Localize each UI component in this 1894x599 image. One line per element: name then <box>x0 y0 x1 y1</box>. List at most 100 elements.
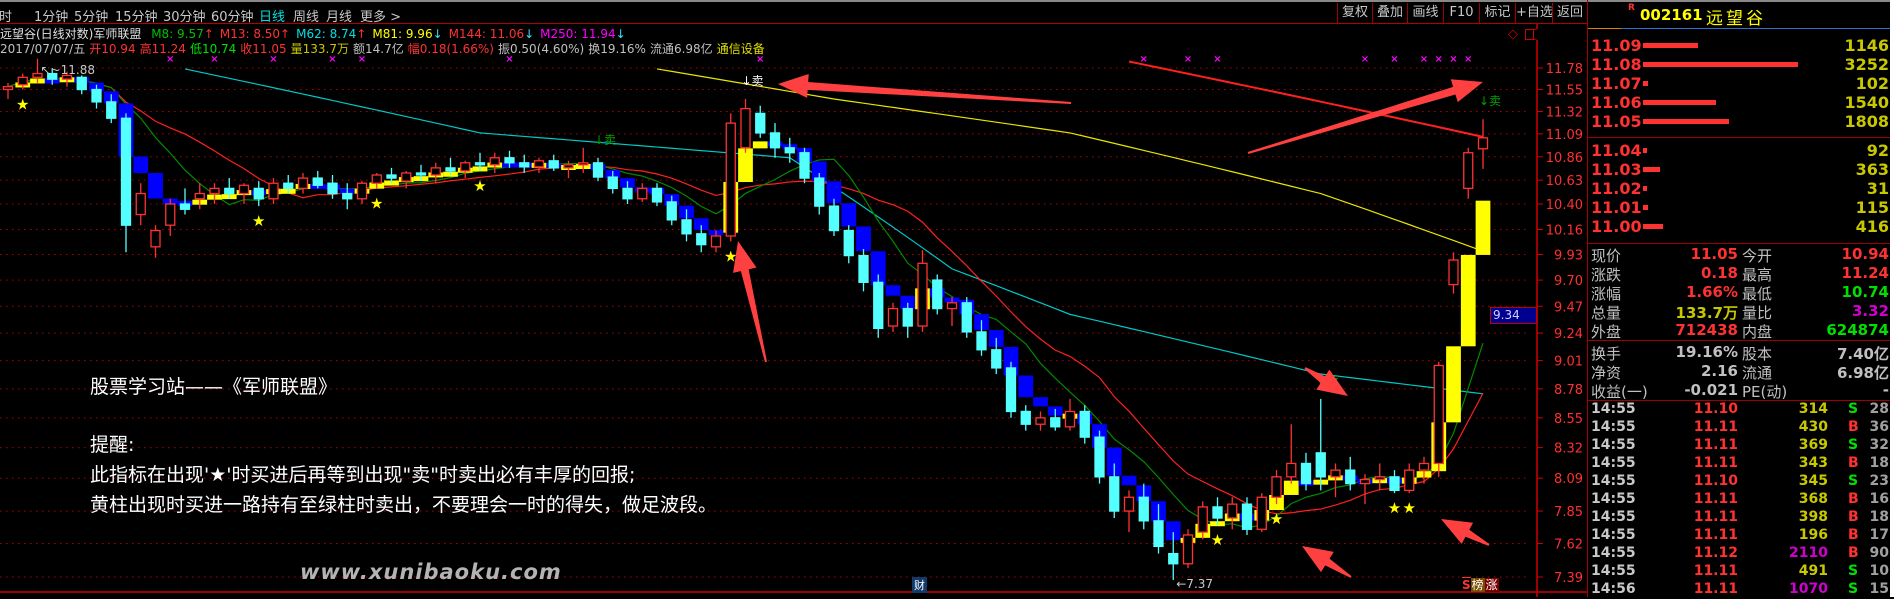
candle-body <box>2 86 14 91</box>
candle-body <box>696 233 707 246</box>
stat-value: 10.74 <box>1841 283 1889 301</box>
ask-row[interactable]: 11.06 1540 <box>1588 93 1891 112</box>
x-marker-icon: × <box>1213 54 1221 65</box>
candle-body <box>1433 364 1444 465</box>
stat-label: 内盘 <box>1742 323 1773 341</box>
toolbar-button[interactable]: 标记 <box>1479 3 1515 23</box>
signal-band-block <box>1460 254 1476 347</box>
candle-body <box>1064 410 1076 428</box>
ranking-badge[interactable]: S榜涨 <box>1462 576 1499 593</box>
period-tab[interactable]: 60分钟 <box>211 10 254 25</box>
signal-band-block <box>1446 346 1461 423</box>
candle-body <box>1359 478 1371 485</box>
quote-panel: R 002161 远望谷 11.09 1146 11.08 3252 11.07 102 1… <box>1587 0 1891 597</box>
trade-count: 15 <box>1869 581 1889 597</box>
signal-band-block <box>1106 447 1122 476</box>
trade-time: 14:55 <box>1591 527 1636 543</box>
bid-ask-divider <box>1588 137 1891 138</box>
stat-value: 0.18 <box>1700 264 1738 282</box>
period-tab[interactable]: 1分钟 <box>34 10 69 25</box>
period-tab[interactable]: 更多 > <box>360 10 402 25</box>
diamond-icon[interactable]: ◇ <box>1508 27 1518 42</box>
candle-body <box>1123 496 1135 512</box>
candle-body <box>1079 410 1090 438</box>
kline-chart[interactable]: 11.78 11.55 11.32 11.09 10.86 10.63 10.40 10.16… <box>0 0 1587 597</box>
bid-row[interactable]: 11.00 416 <box>1588 217 1891 236</box>
scrollbar[interactable] <box>1890 0 1894 597</box>
candle-body <box>1448 259 1459 286</box>
trade-row: 14:55 11.11 398 B 18 <box>1588 509 1891 527</box>
finance-label: 股本 <box>1742 345 1773 363</box>
x-marker-icon: × <box>1420 54 1428 65</box>
layout-toggle-icon[interactable] <box>1525 29 1538 40</box>
trade-volume: 398 <box>1798 509 1828 525</box>
candle-body <box>1241 503 1253 530</box>
trade-count: 90 <box>1869 545 1889 561</box>
candle-body <box>312 177 323 186</box>
period-tab[interactable]: 30分钟 <box>163 10 206 25</box>
signal-band-block <box>752 141 768 149</box>
candle-body <box>858 254 869 283</box>
trade-volume: 345 <box>1798 473 1828 489</box>
toolbar-button[interactable]: +自选 <box>1515 3 1553 23</box>
period-tab[interactable]: 5分钟 <box>74 10 109 25</box>
toolbar-button[interactable]: 叠加 <box>1372 3 1407 23</box>
header-divider <box>1588 28 1891 29</box>
toolbar-button[interactable]: 画线 <box>1407 3 1443 23</box>
order-volume: 102 <box>1855 74 1889 93</box>
ma-line-m81 <box>656 68 1484 252</box>
ask-row[interactable]: 11.08 3252 <box>1588 55 1891 74</box>
annotation-arrow <box>733 241 767 363</box>
trade-price: 11.11 <box>1693 581 1738 597</box>
trade-count: 28 <box>1869 401 1889 417</box>
x-marker-icon: × <box>1184 54 1192 65</box>
bid-row[interactable]: 11.01 115 <box>1588 198 1891 217</box>
order-volume-bar <box>1643 167 1661 172</box>
candle-body <box>327 182 338 195</box>
signal-band-block <box>870 251 886 286</box>
signal-band-block <box>1018 375 1034 398</box>
candle-body <box>1035 417 1046 425</box>
period-tab[interactable]: 周线 <box>293 10 320 25</box>
high-price-label: ↖~11.88 <box>41 63 95 77</box>
stat-label: 涨跌 <box>1591 266 1622 284</box>
bid-row[interactable]: 11.04 92 <box>1588 141 1891 160</box>
candle-body <box>1182 534 1194 565</box>
trade-price: 11.10 <box>1693 401 1738 417</box>
ask-row[interactable]: 11.09 1146 <box>1588 36 1891 55</box>
toolbar-button[interactable]: 返回 <box>1552 3 1587 23</box>
candle-body <box>460 162 471 172</box>
period-tab[interactable]: 月线 <box>326 10 353 25</box>
candle-body <box>932 279 943 310</box>
annotation-arrow <box>1302 546 1352 578</box>
toolbar-button[interactable]: F10 <box>1443 3 1479 23</box>
finance-badge[interactable]: 财 <box>912 577 927 593</box>
candle-body <box>283 182 294 190</box>
period-tab[interactable]: 日线 <box>259 10 286 25</box>
finance-row: 换手 19.16% 股本 7.40亿 <box>1588 343 1891 363</box>
candle-body <box>430 167 441 176</box>
annotation-arrow <box>1441 519 1490 546</box>
period-tab[interactable]: 15分钟 <box>115 10 158 25</box>
buy-star-icon: ★ <box>1403 499 1416 517</box>
order-volume-bar <box>1643 205 1649 210</box>
toolbar-button[interactable]: 复权 <box>1337 3 1372 23</box>
period-tab[interactable]: 分时 <box>0 10 13 25</box>
candle-body <box>1477 137 1489 150</box>
ask-row[interactable]: 11.05 1808 <box>1588 112 1891 131</box>
ma-value: M13: 8.50 <box>219 27 281 41</box>
finance-value: 2.16 <box>1700 362 1738 380</box>
trade-side: B <box>1848 491 1859 507</box>
candle-body <box>740 107 751 149</box>
bid-row[interactable]: 11.03 363 <box>1588 160 1891 179</box>
trade-side: B <box>1848 527 1859 543</box>
buy-star-icon: ★ <box>724 247 737 265</box>
candle-body <box>946 302 958 310</box>
bid-row[interactable]: 11.02 31 <box>1588 179 1891 198</box>
ask-row[interactable]: 11.07 102 <box>1588 74 1891 93</box>
candle-body <box>563 164 574 169</box>
axis-tick-label: 10.86 <box>1546 151 1583 166</box>
order-volume-bar <box>1643 43 1698 48</box>
axis-tick-label: 10.40 <box>1546 198 1583 213</box>
buy-star-icon: ★ <box>473 177 486 195</box>
